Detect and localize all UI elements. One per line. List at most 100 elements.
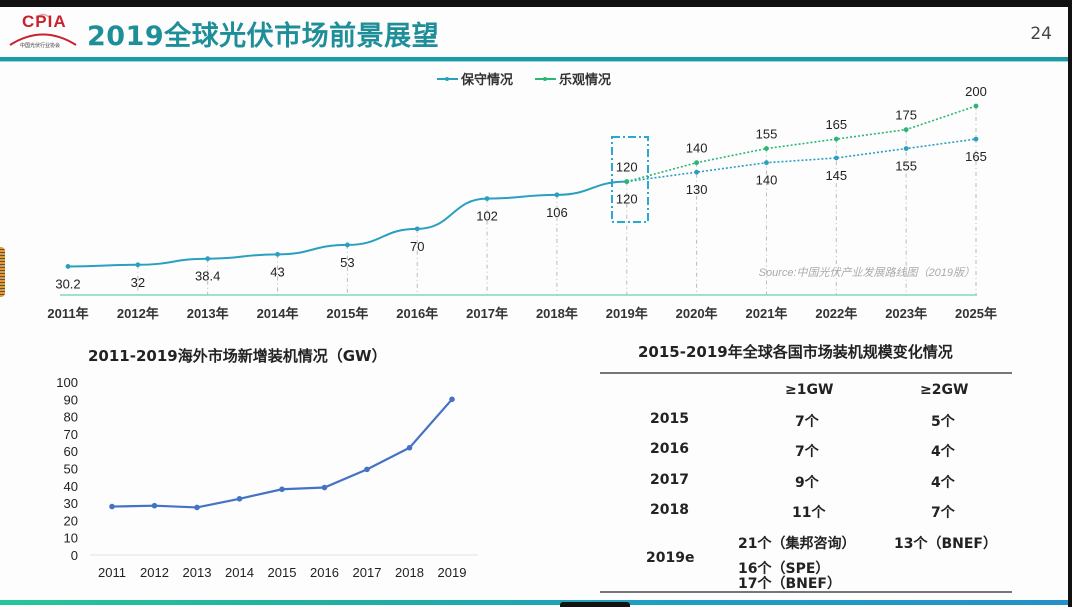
overseas-point [236,495,243,502]
y-tick-label: 80 [64,410,78,425]
x-tick-label: 2013年 [187,306,229,321]
conservative-point [205,256,211,262]
conservative-data-label: 70 [410,239,424,254]
conservative-point [344,242,350,248]
legend-conservative-label: 保守情况 [460,72,513,87]
x-tick-label: 2015年 [326,306,368,321]
conservative-series-line [67,180,627,268]
optimistic-point [764,146,769,151]
page-number: 24 [1030,24,1052,44]
optimistic-point [833,136,839,142]
x-tick-label: 2014 [225,565,254,580]
x-tick-label: 2022年 [815,306,857,321]
x-tick-label: 2023年 [885,306,927,321]
conservative-data-label: 140 [756,173,778,188]
legend-conservative-marker [445,77,449,81]
optimistic-data-label: 200 [965,84,987,99]
x-tick-label: 2016年 [396,306,438,321]
row-year: 2017 [650,472,689,488]
cpia-logo: CPIA 中国光伏行业协会 [8,12,78,52]
conservative-data-label: 30.2 [55,276,80,291]
x-tick-label: 2019 [438,565,467,580]
cell-ge1gw: 21个（集邦咨询） [738,536,856,552]
cell-ge1gw: 9个 [795,475,819,491]
optimistic-forecast-line [626,105,977,183]
conservative-point [694,169,700,175]
y-tick-label: 20 [64,513,78,528]
legend-optimistic-label: 乐观情况 [559,72,611,87]
x-tick-label: 2021年 [746,306,788,321]
conservative-point [973,136,979,142]
y-tick-label: 100 [56,375,78,390]
conservative-forecast-line [626,138,977,183]
row-year: 2018 [650,502,689,518]
y-tick-label: 50 [64,462,78,477]
conservative-data-label: 120 [616,192,638,207]
optimistic-data-label: 175 [895,108,917,123]
conservative-data-label: 155 [895,159,917,174]
conservative-point [903,146,909,151]
x-tick-label: 2011年 [47,306,88,321]
cell-ge2gw: 4个 [931,444,955,460]
row-year: 2019e [646,550,695,566]
row-year: 2016 [650,441,689,457]
conservative-point [135,262,141,268]
optimistic-point [624,179,630,185]
optimistic-point [973,103,979,109]
cell-ge1gw: 17个（BNEF） [738,576,841,592]
overseas-point [321,484,328,491]
conservative-point [554,192,560,198]
logo-subtext: 中国光伏行业协会 [20,43,61,49]
overseas-point [109,503,115,510]
x-tick-label: 2020年 [676,306,718,321]
header-divider-light [0,61,1068,62]
x-tick-label: 2015 [268,565,297,580]
cell-ge2gw: 13个（BNEF） [894,536,997,552]
forecast-line-chart: 保守情况 乐观情况 30.2 32 38.4 43 53 70 102 106 120 130 14… [47,72,997,321]
window-right-edge [1068,0,1072,607]
x-tick-label: 2016 [310,565,339,580]
conservative-data-label: 53 [340,255,354,270]
optimistic-point [694,160,700,166]
country-table-title: 2015-2019年全球各国市场装机规模变化情况 [638,343,953,361]
header-divider [0,57,1068,61]
cell-ge1gw: 11个 [792,505,826,521]
optimistic-data-label: 155 [756,127,778,142]
logo-arc-icon [9,13,77,46]
table-bottom-rule [600,591,1012,593]
conservative-data-label: 32 [131,275,145,290]
optimistic-data-label: 140 [686,141,708,156]
x-tick-label: 2012 [140,565,169,580]
y-tick-label: 70 [64,427,78,442]
y-tick-label: 60 [64,444,78,459]
conservative-point [65,264,71,269]
column-header-ge1gw: ≥1GW [785,382,834,398]
page-title: 2019全球光伏市场前景展望 [87,21,440,52]
conservative-point [764,160,769,166]
y-tick-label: 30 [64,496,78,511]
highlight-2019-box [611,136,649,223]
conservative-point [484,196,490,202]
conservative-data-label: 145 [825,168,847,183]
optimistic-data-label: 165 [825,117,847,132]
y-tick-label: 40 [64,479,78,494]
conservative-data-label: 43 [270,264,284,279]
column-header-ge2gw: ≥2GW [920,382,969,398]
conservative-point [414,226,420,232]
x-tick-label: 2017年 [466,306,508,321]
conservative-data-label: 38.4 [195,269,220,284]
overseas-point [449,396,455,403]
x-tick-label: 2012年 [117,306,159,321]
cell-ge2gw: 5个 [931,414,955,430]
legend: 保守情况 乐观情况 [437,72,611,87]
conservative-point [275,251,280,257]
overseas-line-chart: 0 10 20 30 40 50 60 70 80 90 100 2011 2012 2013 2014 2… [56,375,478,580]
conservative-data-label: 165 [965,149,987,164]
window-top-bar [0,0,1072,7]
overseas-point [194,504,200,511]
side-panel-handle[interactable] [0,247,5,297]
overseas-point [364,466,370,473]
x-tick-label: 2013 [183,565,212,580]
y-tick-label: 90 [64,392,78,407]
